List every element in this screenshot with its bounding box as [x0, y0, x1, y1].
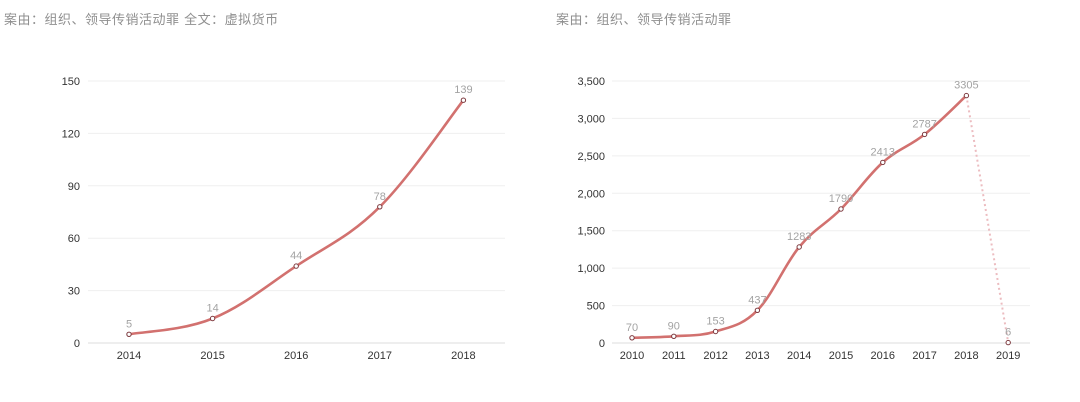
data-label: 78	[374, 191, 386, 203]
x-tick-label: 2012	[703, 350, 727, 362]
x-tick-label: 2015	[829, 350, 853, 362]
data-point	[671, 333, 677, 339]
y-tick-label: 2,500	[577, 151, 605, 163]
data-point	[880, 159, 886, 166]
data-label: 1790	[829, 193, 853, 205]
x-tick-label: 2018	[954, 350, 978, 362]
x-tick-label: 2019	[996, 350, 1020, 362]
y-tick-label: 0	[74, 338, 80, 350]
data-point	[754, 307, 761, 313]
data-point	[209, 315, 216, 322]
data-label: 139	[454, 84, 472, 96]
x-tick-label: 2017	[368, 350, 392, 362]
series-line	[630, 94, 968, 340]
y-tick-label: 120	[62, 128, 80, 140]
y-tick-label: 90	[68, 181, 80, 193]
x-tick-label: 2016	[871, 350, 895, 362]
data-point	[126, 331, 132, 337]
data-label: 2413	[871, 146, 895, 158]
y-tick-label: 500	[587, 301, 605, 313]
data-label: 3305	[954, 80, 978, 92]
chart-caption-right: 案由：组织、领导传销活动罪	[556, 13, 732, 28]
data-label: 14	[206, 303, 218, 315]
y-tick-label: 30	[68, 286, 80, 298]
data-point	[460, 97, 467, 103]
data-label: 70	[626, 322, 638, 334]
data-point	[377, 204, 383, 210]
x-tick-label: 2018	[451, 350, 475, 362]
data-point	[293, 263, 299, 269]
x-tick-label: 2017	[912, 350, 936, 362]
series-line-dashed-segment	[965, 95, 1010, 343]
data-point	[629, 335, 635, 341]
x-tick-label: 2011	[662, 350, 686, 362]
y-tick-label: 60	[68, 233, 80, 245]
data-label: 6	[1005, 327, 1011, 339]
y-tick-label: 3,500	[577, 76, 605, 88]
data-point	[963, 92, 970, 99]
data-point	[838, 206, 844, 212]
y-tick-label: 2,000	[577, 188, 605, 200]
data-point	[796, 244, 802, 250]
x-tick-label: 2014	[787, 350, 811, 362]
y-tick-label: 0	[599, 338, 605, 350]
data-label: 153	[706, 316, 724, 328]
y-tick-label: 150	[62, 76, 80, 88]
data-label: 5	[126, 318, 132, 330]
data-point	[712, 328, 719, 335]
data-label: 44	[290, 250, 302, 262]
y-tick-label: 3,000	[577, 113, 605, 125]
data-label: 2787	[912, 118, 936, 130]
x-tick-label: 2013	[745, 350, 769, 362]
data-point	[921, 131, 928, 138]
series-line	[127, 98, 465, 336]
y-tick-label: 1,500	[577, 226, 605, 238]
data-point	[1005, 339, 1011, 346]
data-label: 90	[668, 320, 680, 332]
x-tick-label: 2016	[284, 350, 308, 362]
data-label: 1283	[787, 231, 811, 243]
x-tick-label: 2014	[117, 350, 141, 362]
y-tick-label: 1,000	[577, 263, 605, 275]
chart-caption-left: 案由：组织、领导传销活动罪 全文：虚拟货币	[4, 13, 279, 28]
x-tick-label: 2010	[620, 350, 644, 362]
data-label: 437	[748, 294, 766, 306]
x-tick-label: 2015	[200, 350, 224, 362]
